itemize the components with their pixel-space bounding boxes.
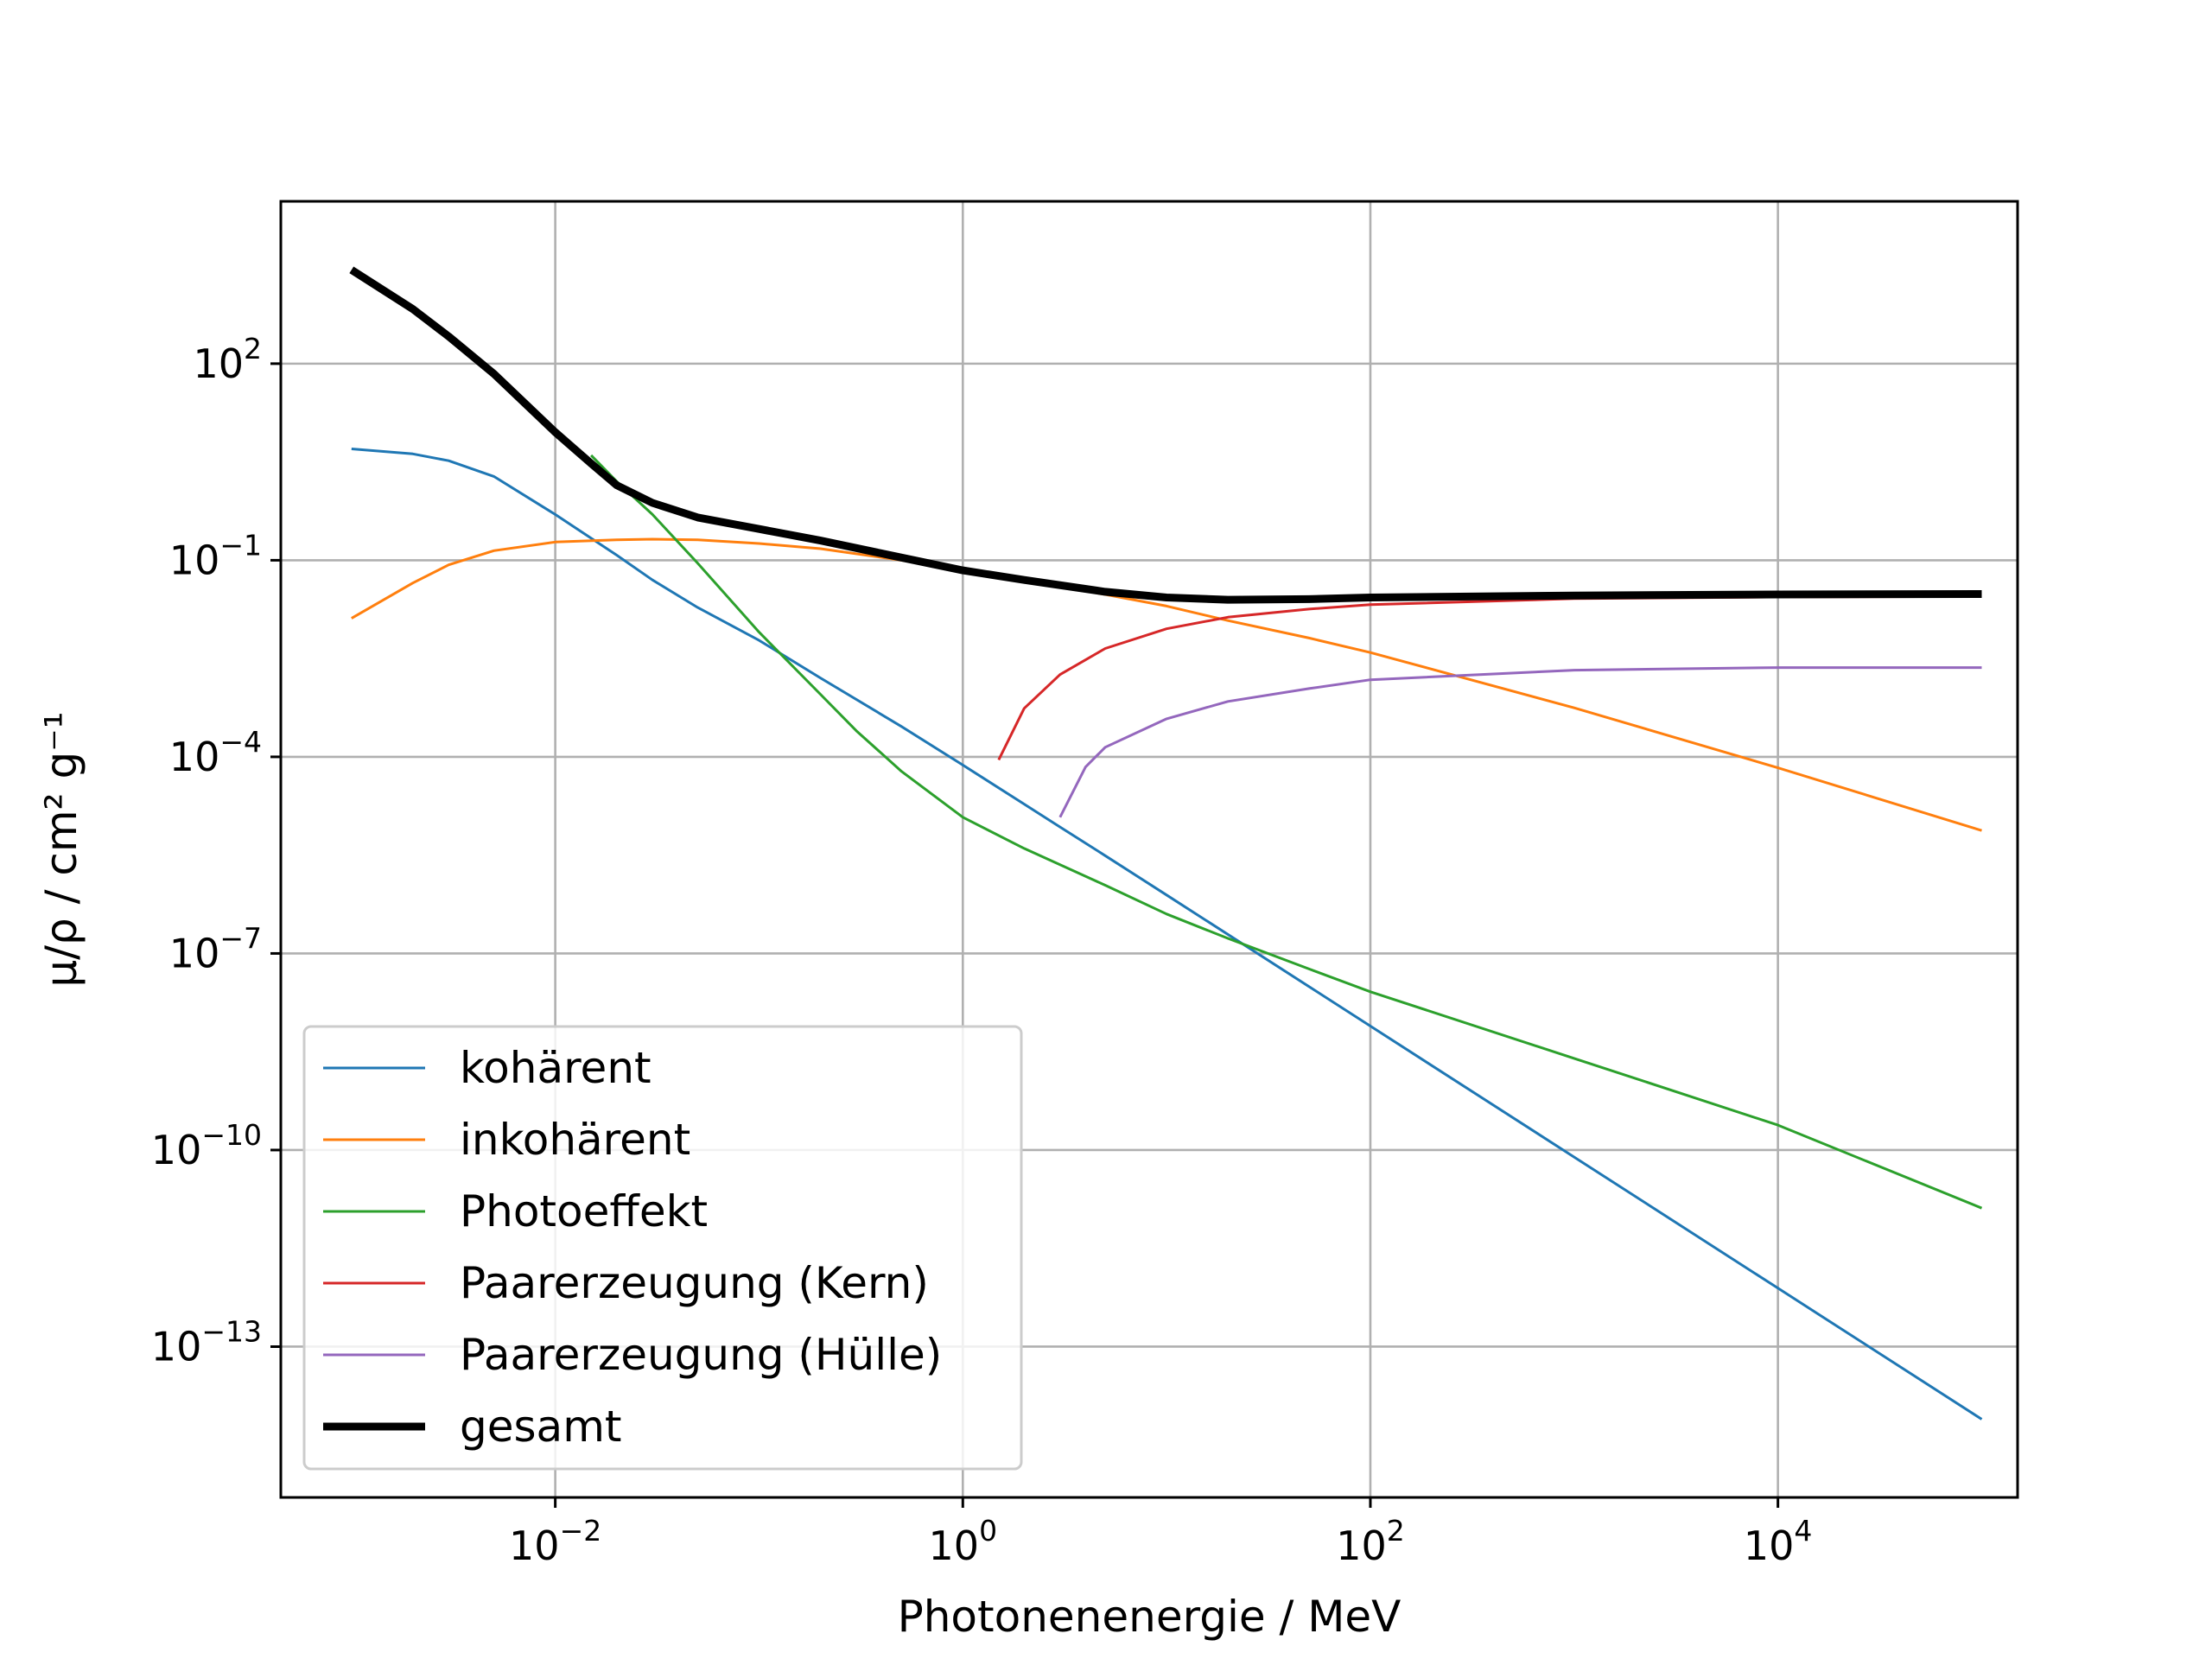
legend-label: gesamt (460, 1402, 622, 1452)
y-axis-label: μ/ρ / cm² g⁻¹ (36, 711, 86, 987)
legend-label: inkohärent (460, 1115, 690, 1165)
x-tick-label: 104 (1744, 1514, 1813, 1569)
y-axis-ticks: 102 10−1 10−4 10−7 10−10 10−13 (151, 332, 281, 1370)
legend: kohärent inkohärent Photoeffekt Paarerzeugu… (302, 1025, 1023, 1471)
y-tick-label: 102 (193, 332, 262, 387)
y-axis-label-text: μ/ρ / cm² g⁻¹ (36, 711, 86, 987)
legend-label: Paarerzeugung (Kern) (460, 1258, 929, 1308)
series-line-kohärent (351, 448, 1983, 1421)
legend-label: kohärent (460, 1043, 652, 1093)
x-tick-label: 100 (929, 1514, 998, 1569)
y-tick-label: 10−13 (151, 1314, 262, 1370)
series-line-gesamt (349, 266, 1982, 604)
legend-box (302, 1025, 1023, 1471)
x-tick-label: 10−2 (509, 1514, 601, 1569)
series-layer (349, 266, 1983, 1421)
x-tick-label: 102 (1336, 1514, 1405, 1569)
x-axis-label: Photonenenergie / MeV (898, 1592, 1402, 1642)
y-tick-label: 10−10 (151, 1118, 262, 1173)
series-line-paarerzeugung-hülle (1058, 666, 1982, 818)
y-tick-label: 10−7 (169, 921, 262, 976)
legend-label: Photoeffekt (460, 1186, 708, 1236)
legend-label: Paarerzeugung (Hülle) (460, 1330, 942, 1380)
y-tick-label: 10−1 (169, 528, 262, 583)
y-tick-label: 10−4 (169, 725, 262, 780)
series-line-photoeffekt (590, 454, 1983, 1210)
x-axis-ticks: 10−2 100 102 104 (509, 1497, 1812, 1569)
plot-frame (279, 200, 2019, 1499)
